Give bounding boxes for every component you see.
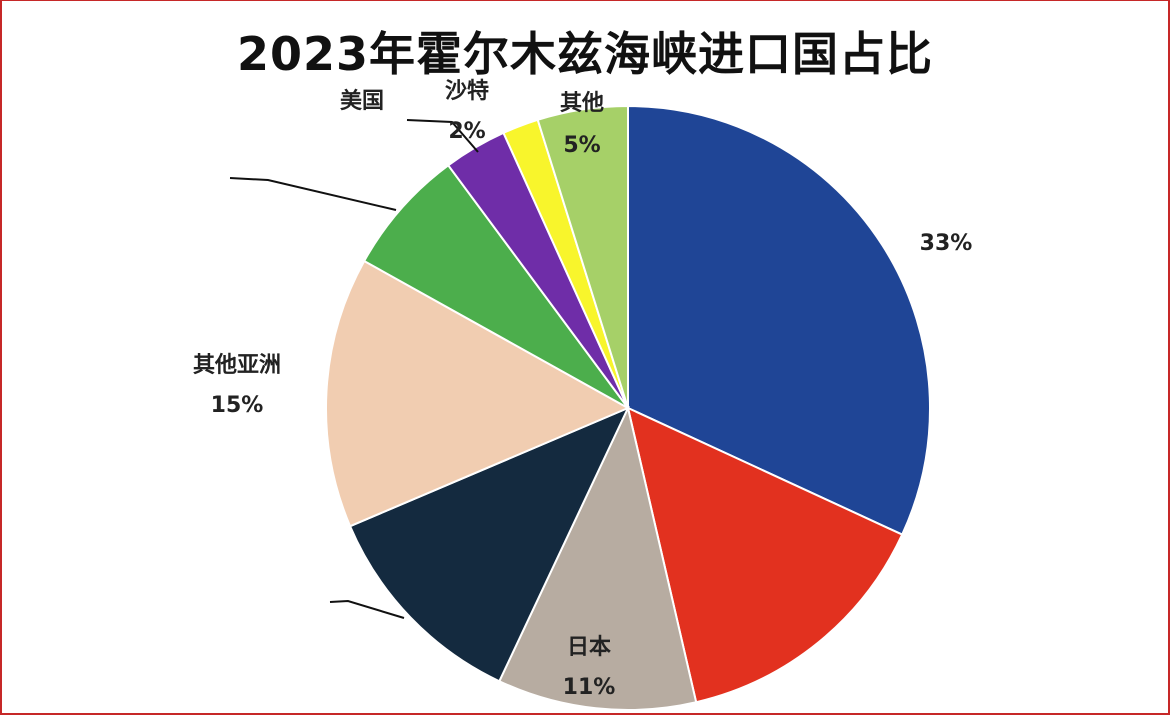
leader-line-2	[329, 599, 405, 619]
pie-slice-4	[325, 259, 631, 528]
slice-name-label-8: 其他	[560, 91, 604, 116]
chart-title: 2023年霍尔木兹海峡进口国占比	[236, 27, 934, 81]
pie-slice-8	[536, 104, 629, 409]
slice-value-label-0: 33%	[920, 231, 973, 256]
slice-value-label-2: 11%	[563, 675, 616, 700]
slice-value-label-8: 5%	[563, 133, 600, 158]
slice-name-label-4: 其他亚洲	[193, 353, 281, 378]
pie-slice-3	[348, 406, 631, 683]
pie-slices	[325, 104, 932, 711]
slice-value-label-7: 2%	[448, 119, 485, 144]
frame-border-right	[1168, 0, 1170, 715]
slice-name-label-7: 沙特	[445, 78, 489, 104]
pie-slice-2	[497, 404, 698, 711]
leader-lines	[229, 119, 479, 619]
slice-name-label-6: 美国	[340, 88, 384, 114]
pie-slice-1	[626, 406, 904, 704]
slice-value-label-4: 15%	[211, 393, 264, 418]
pie-slice-0	[627, 104, 932, 536]
leader-line-0	[229, 177, 397, 211]
slice-labels: 33% 日本 11% 其他亚洲 15% 美国 沙特 2% 其他 5%	[193, 78, 972, 700]
frame-border-bottom	[0, 713, 1170, 715]
frame-border-left	[0, 0, 2, 715]
leader-line-1	[406, 119, 479, 153]
frame-border-top	[0, 0, 1170, 1]
pie-slice-5	[362, 163, 629, 409]
slice-name-label-2: 日本	[567, 635, 611, 660]
